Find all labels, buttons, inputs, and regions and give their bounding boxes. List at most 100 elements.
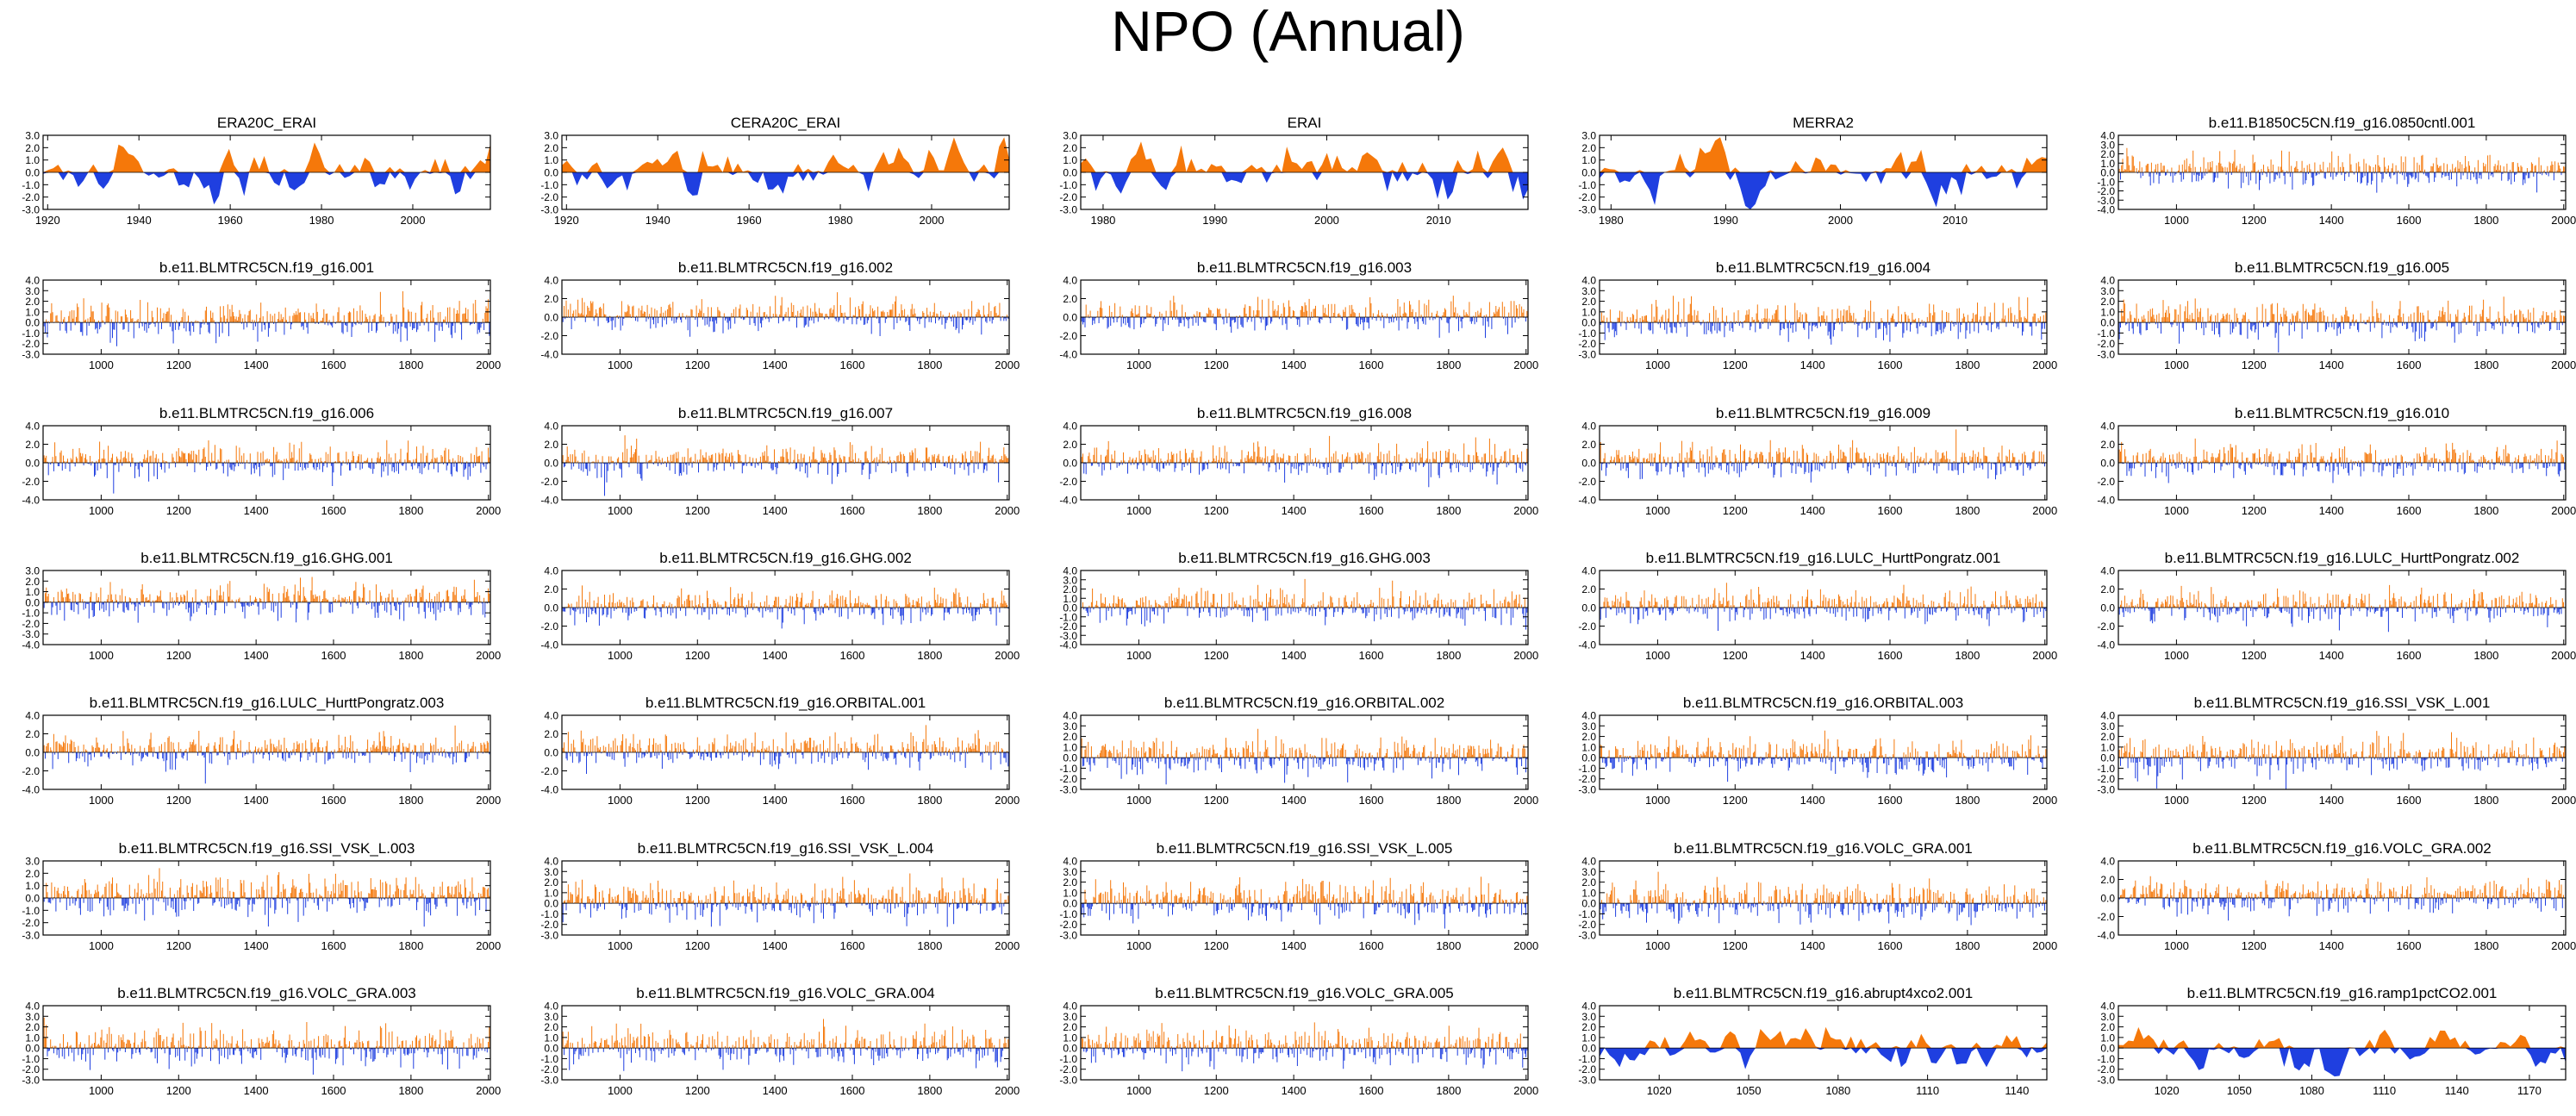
x-tick-label: 1600 xyxy=(1359,358,1384,371)
x-tick-label: 1600 xyxy=(321,504,346,517)
panel-title: b.e11.BLMTRC5CN.f19_g16.LULC_HurttPongra… xyxy=(2165,550,2520,566)
negative-spikes xyxy=(1083,463,1526,488)
y-tick-label: 0.0 xyxy=(2100,893,2115,905)
y-tick-label: 3.0 xyxy=(25,130,40,142)
x-tick-label: 1000 xyxy=(2164,939,2189,952)
x-tick-label: 1000 xyxy=(608,794,633,807)
x-tick-label: 1400 xyxy=(2319,649,2344,662)
x-tick-label: 1000 xyxy=(1126,504,1151,517)
y-tick-label: 2.0 xyxy=(25,296,40,308)
y-tick-label: -1.0 xyxy=(1059,763,1077,775)
x-tick-label: 1200 xyxy=(1204,358,1229,371)
plot-frame xyxy=(42,1005,491,1081)
y-tick-label: 4.0 xyxy=(1063,710,1077,722)
negative-spikes xyxy=(2118,463,2567,483)
x-tick-label: 1400 xyxy=(2319,939,2344,952)
y-tick-label: 4.0 xyxy=(1063,1001,1077,1013)
y-tick-label: 4.0 xyxy=(544,565,558,577)
x-tick-label: 1600 xyxy=(1878,504,1903,517)
x-tick-label: 1800 xyxy=(1955,794,1980,807)
y-tick-label: 2.0 xyxy=(2100,148,2115,160)
y-tick-label: -3.0 xyxy=(1578,784,1596,796)
x-tick-label: 2000 xyxy=(476,504,501,517)
x-tick-label: 1800 xyxy=(1436,1084,1461,1097)
x-tick-label: 1000 xyxy=(608,1084,633,1097)
x-tick-label: 1940 xyxy=(646,214,671,227)
positive-spikes xyxy=(2118,876,2567,898)
x-tick-label: 1400 xyxy=(763,358,788,371)
y-tick-label: -2.0 xyxy=(1059,191,1077,203)
page-title: NPO (Annual) xyxy=(1111,0,1465,63)
x-tick-label: 2000 xyxy=(995,504,1020,517)
y-tick-label: -4.0 xyxy=(22,784,40,796)
x-tick-label: 1400 xyxy=(1282,504,1307,517)
panel-title: b.e11.BLMTRC5CN.f19_g16.003 xyxy=(1197,259,1412,276)
y-tick-label: 0.0 xyxy=(1063,1043,1077,1055)
y-tick-label: 3.0 xyxy=(1581,720,1596,733)
y-tick-label: 0.0 xyxy=(1063,602,1077,614)
y-tick-label: 1.0 xyxy=(544,154,558,166)
x-tick-label: 1020 xyxy=(1647,1084,1672,1097)
y-tick-label: -4.0 xyxy=(2097,930,2115,942)
y-tick-label: -2.0 xyxy=(1059,773,1077,785)
x-tick-label: 1600 xyxy=(2397,649,2422,662)
x-tick-label: 1400 xyxy=(2319,794,2344,807)
y-tick-label: 3.0 xyxy=(2100,1011,2115,1023)
y-tick-label: 0.0 xyxy=(1581,458,1596,470)
x-tick-label: 2000 xyxy=(2032,649,2057,662)
chart-panel: b.e11.BLMTRC5CN.f19_g16.004 4.03.02.01.00… xyxy=(1578,259,2057,371)
y-tick-label: 4.0 xyxy=(544,275,558,287)
plot-frame xyxy=(1599,860,2048,936)
y-tick-label: -1.0 xyxy=(1059,611,1077,623)
negative-spikes xyxy=(564,1048,1010,1071)
positive-spikes xyxy=(1601,296,2047,323)
plot-frame xyxy=(2118,714,2567,790)
x-tick-label: 1600 xyxy=(2397,358,2422,371)
negative-spikes xyxy=(1599,322,2048,345)
chart-panel: b.e11.BLMTRC5CN.f19_g16.002 4.0 2.0 0.0 -2.0… xyxy=(540,259,1020,371)
positive-area xyxy=(43,142,490,172)
chart-panel: b.e11.BLMTRC5CN.f19_g16.abrupt4xco2.001 4… xyxy=(1578,985,2048,1097)
x-tick-label: 1400 xyxy=(1800,358,1825,371)
x-tick-label: 1980 xyxy=(1599,214,1624,227)
x-tick-label: 1800 xyxy=(917,939,942,952)
y-tick-label: -3.0 xyxy=(1578,349,1596,361)
negative-spikes xyxy=(565,752,1009,774)
y-tick-label: -2.0 xyxy=(22,191,40,203)
y-tick-label: -3.0 xyxy=(1059,204,1077,216)
negative-spikes xyxy=(47,1048,491,1075)
panel-title: b.e11.BLMTRC5CN.f19_g16.VOLC_GRA.001 xyxy=(1674,840,1972,857)
x-tick-label: 1200 xyxy=(166,504,191,517)
y-tick-label: 1.0 xyxy=(544,1032,558,1044)
positive-spikes xyxy=(1080,296,1528,317)
x-tick-label: 1000 xyxy=(608,358,633,371)
y-tick-label: -3.0 xyxy=(2097,784,2115,796)
panel-title: b.e11.BLMTRC5CN.f19_g16.009 xyxy=(1716,405,1930,421)
negative-spikes xyxy=(47,463,488,494)
y-tick-label: 0.0 xyxy=(1581,317,1596,329)
panel-title: b.e11.BLMTRC5CN.f19_g16.VOLC_GRA.003 xyxy=(117,985,415,1001)
x-tick-label: 1800 xyxy=(398,794,423,807)
x-tick-label: 1800 xyxy=(2473,504,2498,517)
y-tick-label: -4.0 xyxy=(1578,495,1596,507)
x-tick-label: 1600 xyxy=(840,794,865,807)
x-tick-label: 1000 xyxy=(2164,358,2189,371)
y-tick-label: 0.0 xyxy=(2100,752,2115,764)
x-tick-label: 1800 xyxy=(1955,939,1980,952)
x-tick-label: 1800 xyxy=(1436,939,1461,952)
y-tick-label: 0.0 xyxy=(544,747,558,759)
panel-title: b.e11.BLMTRC5CN.f19_g16.006 xyxy=(159,405,374,421)
positive-spikes xyxy=(561,585,1010,608)
negative-spikes xyxy=(1081,317,1529,339)
x-tick-label: 1600 xyxy=(1359,1084,1384,1097)
y-tick-label: 2.0 xyxy=(544,439,558,451)
x-tick-label: 1000 xyxy=(608,504,633,517)
panel-title: CERA20C_ERAI xyxy=(731,115,841,131)
y-tick-label: 2.0 xyxy=(2100,874,2115,886)
y-tick-label: 3.0 xyxy=(1581,130,1596,142)
panel-title: b.e11.BLMTRC5CN.f19_g16.007 xyxy=(678,405,893,421)
negative-spikes xyxy=(1080,1048,1529,1072)
y-tick-label: -1.0 xyxy=(2097,176,2115,188)
x-tick-label: 2000 xyxy=(2032,504,2057,517)
